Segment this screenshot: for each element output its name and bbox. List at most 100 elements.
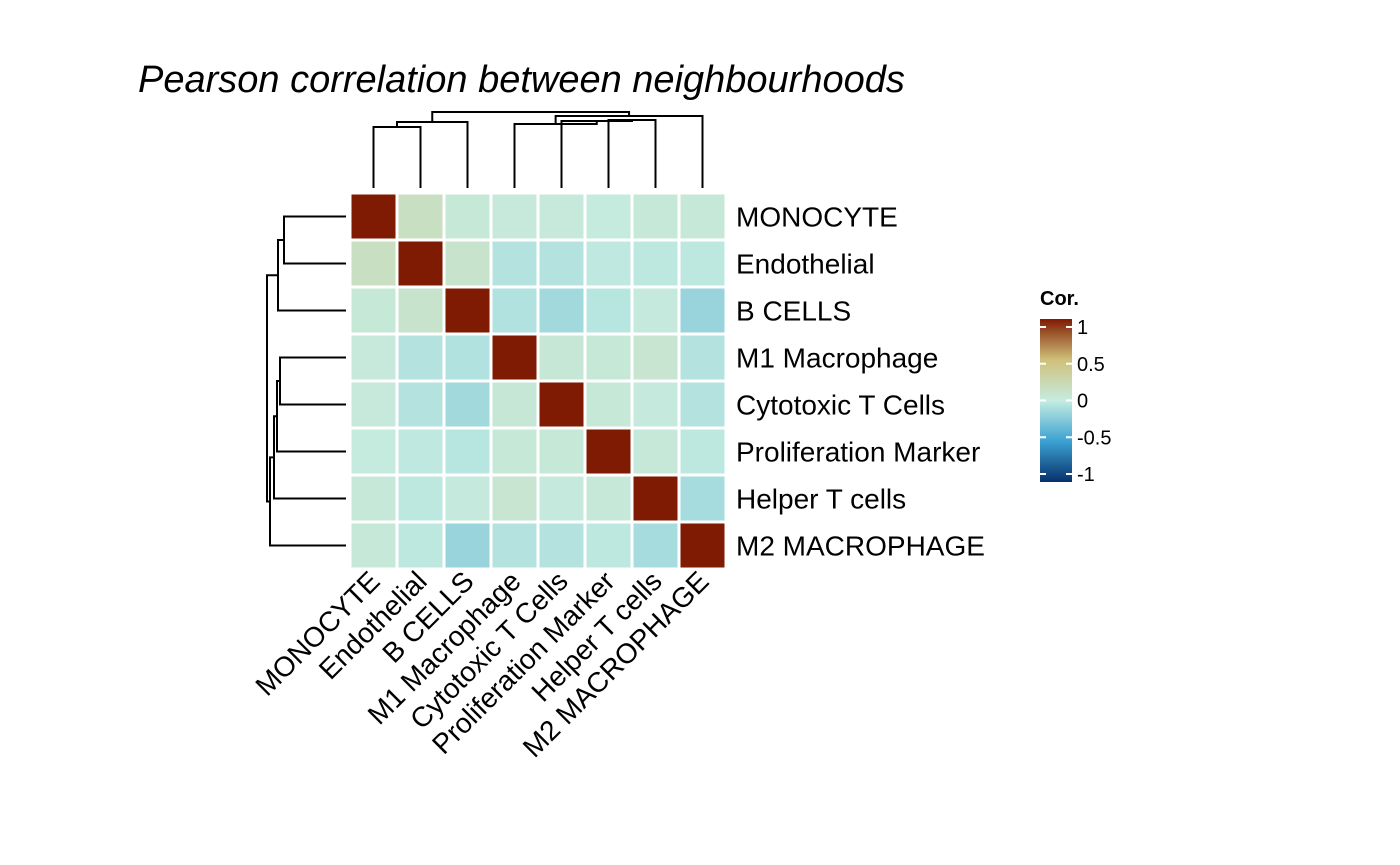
legend-tick-label: -0.5 bbox=[1077, 427, 1111, 449]
dendrogram-branch bbox=[607, 119, 657, 188]
dendrogram-branch bbox=[269, 456, 346, 547]
heatmap-cell bbox=[489, 238, 540, 289]
legend-tick-label: -1 bbox=[1077, 464, 1095, 486]
heatmap-cell bbox=[677, 473, 728, 524]
legend-title: Cor. bbox=[1040, 288, 1079, 310]
heatmap-cell bbox=[442, 285, 493, 336]
row-label: Helper T cells bbox=[736, 484, 906, 515]
heatmap-cell bbox=[677, 379, 728, 430]
row-label: Proliferation Marker bbox=[736, 437, 980, 468]
dendrogram-branch bbox=[276, 380, 346, 453]
heatmap-cell bbox=[583, 520, 634, 571]
dendrogram-branch bbox=[554, 115, 704, 188]
heatmap-cell bbox=[583, 379, 634, 430]
dendrogram-branch bbox=[513, 121, 598, 188]
heatmap-cell bbox=[536, 379, 587, 430]
heatmap-cell bbox=[630, 426, 681, 477]
row-label: Endothelial bbox=[736, 249, 875, 280]
heatmap-cell bbox=[583, 285, 634, 336]
legend-tick-label: 0 bbox=[1077, 391, 1088, 413]
heatmap-cell bbox=[489, 473, 540, 524]
heatmap-cell bbox=[630, 238, 681, 289]
heatmap-cell bbox=[395, 285, 446, 336]
row-label: M2 MACROPHAGE bbox=[736, 531, 985, 562]
heatmap-cell bbox=[630, 191, 681, 242]
row-dendrogram bbox=[266, 215, 346, 547]
row-label: Cytotoxic T Cells bbox=[736, 390, 945, 421]
heatmap-cell bbox=[348, 473, 399, 524]
heatmap-cell bbox=[489, 379, 540, 430]
heatmap-cell bbox=[489, 285, 540, 336]
heatmap-cell bbox=[348, 379, 399, 430]
heatmap-cell bbox=[677, 520, 728, 571]
heatmap-cell bbox=[489, 332, 540, 383]
heatmap-cell bbox=[536, 332, 587, 383]
heatmap-cell bbox=[395, 426, 446, 477]
dendrogram-branch bbox=[266, 274, 278, 503]
heatmap-cell bbox=[536, 285, 587, 336]
chart-title: Pearson correlation between neighbourhoo… bbox=[138, 59, 905, 101]
heatmap-cell bbox=[630, 520, 681, 571]
heatmap-cell bbox=[489, 426, 540, 477]
heatmap-cell bbox=[489, 191, 540, 242]
heatmap-cell bbox=[348, 332, 399, 383]
heatmap-cell bbox=[395, 191, 446, 242]
heatmap-cell bbox=[442, 332, 493, 383]
dendrogram-branch bbox=[277, 239, 346, 312]
heatmap-cell bbox=[442, 379, 493, 430]
heatmap-cell bbox=[677, 238, 728, 289]
dendrogram-branch bbox=[372, 126, 422, 188]
heatmap-cell bbox=[630, 285, 681, 336]
heatmap-cell bbox=[536, 238, 587, 289]
heatmap-cell bbox=[630, 379, 681, 430]
heatmap-cell bbox=[536, 473, 587, 524]
heatmap-cell bbox=[583, 473, 634, 524]
color-legend: Cor. 1 0.5 0 -0.5 -1 bbox=[1040, 288, 1111, 486]
row-label: B CELLS bbox=[736, 296, 851, 327]
heatmap-cell bbox=[348, 285, 399, 336]
heatmap-cell bbox=[442, 520, 493, 571]
heatmap-cell bbox=[395, 379, 446, 430]
heatmap-cell bbox=[677, 285, 728, 336]
heatmap-cell bbox=[630, 473, 681, 524]
heatmap-cell bbox=[395, 473, 446, 524]
heatmap-cells bbox=[348, 191, 728, 571]
row-label: M1 Macrophage bbox=[736, 343, 938, 374]
dendrogram-branch bbox=[396, 121, 469, 188]
heatmap-cell bbox=[442, 473, 493, 524]
dendrogram-branch bbox=[279, 356, 346, 406]
heatmap-cell bbox=[630, 332, 681, 383]
dendrogram-branch bbox=[431, 111, 631, 122]
heatmap-cell bbox=[489, 520, 540, 571]
heatmap-cell bbox=[442, 191, 493, 242]
heatmap-cell bbox=[536, 191, 587, 242]
heatmap-cell bbox=[583, 191, 634, 242]
heatmap-cell bbox=[536, 520, 587, 571]
legend-tick-label: 0.5 bbox=[1077, 354, 1105, 376]
column-dendrogram bbox=[372, 111, 704, 188]
row-labels: MONOCYTE Endothelial B CELLS M1 Macrophage C… bbox=[736, 202, 985, 562]
dendrogram-branch bbox=[560, 120, 633, 188]
heatmap-cell bbox=[442, 426, 493, 477]
heatmap-cell bbox=[348, 238, 399, 289]
dendrogram-branch bbox=[283, 215, 346, 265]
legend-ticks: 1 0.5 0 -0.5 -1 bbox=[1040, 317, 1111, 486]
heatmap-cell bbox=[583, 332, 634, 383]
row-label: MONOCYTE bbox=[736, 202, 898, 233]
heatmap-cell bbox=[395, 332, 446, 383]
heatmap-cell bbox=[677, 191, 728, 242]
legend-tick-label: 1 bbox=[1077, 317, 1088, 339]
heatmap-cell bbox=[583, 426, 634, 477]
heatmap-cell bbox=[348, 520, 399, 571]
heatmap-cell bbox=[348, 191, 399, 242]
heatmap-cell bbox=[395, 238, 446, 289]
dendrogram-branch bbox=[273, 415, 346, 500]
heatmap-cell bbox=[677, 332, 728, 383]
heatmap-cell bbox=[348, 426, 399, 477]
heatmap-cell bbox=[583, 238, 634, 289]
heatmap-cell bbox=[395, 520, 446, 571]
heatmap-cell bbox=[677, 426, 728, 477]
heatmap-cell bbox=[442, 238, 493, 289]
heatmap-cell bbox=[536, 426, 587, 477]
